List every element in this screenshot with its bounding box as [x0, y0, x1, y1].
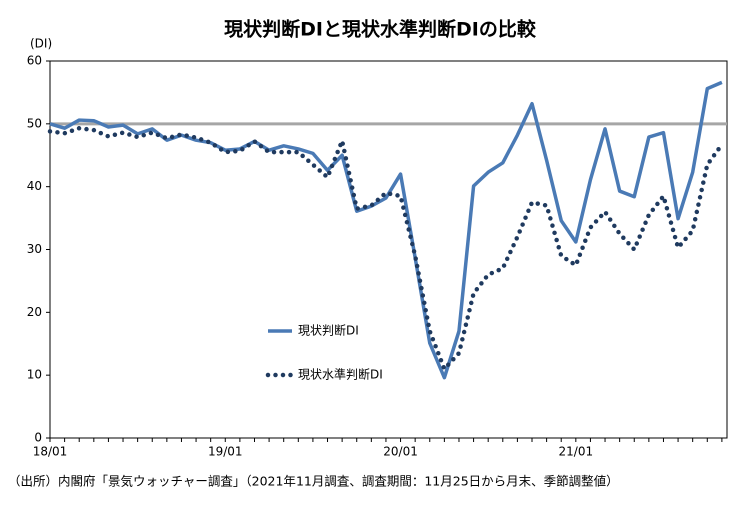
series-line [47, 125, 725, 372]
series-line [49, 80, 723, 380]
y-tick-label: 20 [27, 305, 42, 319]
plot-frame [49, 60, 728, 439]
y-tick-label: 40 [27, 179, 42, 193]
y-tick-label: 10 [27, 368, 42, 382]
y-axis-label: (DI) [30, 37, 52, 51]
chart-title: 現状判断DIと現状水準判断DIの比較 [224, 18, 537, 41]
y-tick-label: 50 [27, 116, 42, 130]
y-tick-label: 60 [27, 54, 42, 68]
legend-label: 現状水準判断DI [298, 367, 383, 382]
x-tick-label: 20/01 [383, 445, 418, 459]
x-tick-label: 18/01 [33, 445, 68, 459]
source-note: （出所）内閣府「景気ウォッチャー調査」（2021年11月調査、調査期間：11月2… [8, 474, 619, 489]
legend-label: 現状判断DI [298, 323, 359, 338]
y-tick-label: 30 [27, 242, 42, 256]
x-tick-label: 19/01 [208, 445, 243, 459]
y-tick-label: 0 [34, 431, 42, 445]
x-tick-label: 21/01 [559, 445, 594, 459]
